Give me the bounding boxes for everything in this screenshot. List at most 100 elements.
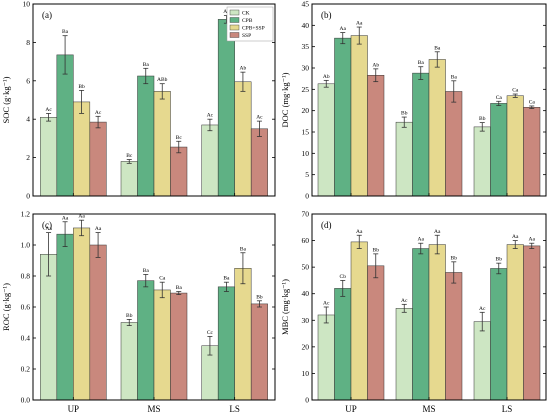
bar-cpb-ssp-up (73, 227, 91, 401)
y-tick-label: 10 (302, 149, 310, 158)
bar-cpb-ssp-up (350, 35, 368, 197)
chart-panel-2: Ab Bb Bb Aa Ba Ca Aa Ba Ca Ab Ba Ca 0 5 10 15 20 25 30 35 40… (280, 0, 547, 201)
bar-cpb-ssp-ls (234, 81, 252, 197)
y-tick-label: 30 (302, 316, 310, 325)
significance-label: Aa (62, 215, 69, 221)
y-tick-label: 0.0 (21, 396, 31, 405)
significance-label: Bc (126, 153, 133, 159)
y-axis-label: SOC (g·kg⁻¹) (1, 76, 11, 123)
bar-ssp-up (89, 121, 107, 197)
chart-panel-3: Aa Bb Cc Aa Ba Ba Aa Ca Ba Aa Ba Bb 0.0 0.2 0.4 0.6 0.8 1… (1, 210, 276, 414)
x-category-label: MS (422, 404, 435, 414)
y-tick-label: 10 (302, 369, 310, 378)
bar-cpb-ms (137, 75, 155, 197)
y-tick-label: 60 (302, 236, 310, 245)
significance-label: Ba (143, 62, 150, 68)
bar-cpb-ssp-ms (428, 59, 446, 197)
significance-label: Ca (159, 276, 166, 282)
significance-label: Ac (95, 110, 102, 116)
bar-cpb-ls (217, 286, 235, 401)
y-tick-label: 10 (23, 0, 31, 9)
y-tick-label: 0.8 (21, 272, 31, 281)
legend-label: SSP (242, 33, 251, 39)
panel-label: (a) (42, 10, 52, 20)
y-tick-label: 4 (26, 115, 30, 124)
bar-ssp-ls (250, 128, 268, 197)
bar-ssp-ms (170, 146, 188, 197)
bar-ck-up (317, 314, 335, 401)
x-category-label: MS (147, 404, 160, 414)
significance-label: ABb (157, 77, 168, 83)
bar-cpb-ssp-ms (153, 289, 171, 401)
bar-ssp-ms (445, 272, 463, 401)
bar-cpb-ms (137, 280, 155, 401)
legend-swatch (229, 9, 240, 16)
significance-label: Ba (223, 276, 230, 282)
significance-label: Aa (223, 9, 230, 15)
y-tick-label: 0.6 (21, 303, 31, 312)
bar-cpb-ls (490, 103, 508, 197)
x-category-label: UP (68, 404, 80, 414)
significance-label: Aa (356, 21, 363, 27)
chart-panel-1: Ac Bc Ac Ba Ba Aa Bb ABb Ab Ac Bc Ac 0 2 4 6 8 10 SOC (g·k… (1, 0, 276, 201)
x-category-label: LS (229, 404, 240, 414)
significance-label: Bb (126, 313, 133, 319)
panel-label: (d) (321, 220, 332, 230)
significance-label: Ba (451, 74, 458, 80)
significance-label: Ab (372, 62, 379, 68)
y-tick-label: 50 (302, 263, 310, 272)
significance-label: Ca (529, 99, 536, 105)
y-tick-label: 1.2 (21, 210, 31, 219)
significance-label: Ca (496, 95, 503, 101)
y-tick-label: 30 (302, 64, 310, 73)
y-tick-label: 20 (302, 342, 310, 351)
bar-cpb-ssp-ls (506, 95, 524, 197)
legend-swatch (229, 17, 240, 23)
bar-ck-ms (395, 121, 413, 197)
legend-swatch (229, 32, 240, 38)
y-tick-label: 0 (305, 192, 309, 201)
y-tick-label: 25 (302, 85, 310, 94)
y-tick-label: 0 (305, 396, 309, 405)
legend-label: CPB+SSP (242, 26, 265, 32)
bar-ck-up (40, 117, 58, 197)
significance-label: Bb (451, 255, 458, 261)
significance-label: Bb (256, 294, 263, 300)
significance-label: Ac (45, 107, 52, 113)
significance-label: Ac (479, 306, 486, 312)
y-tick-label: 40 (302, 21, 310, 30)
y-tick-label: 20 (302, 106, 310, 115)
significance-label: Ba (143, 268, 150, 274)
significance-label: Bb (373, 247, 380, 253)
bar-ssp-ms (445, 91, 463, 197)
significance-label: Ac (323, 301, 330, 307)
bar-ck-ms (120, 322, 138, 401)
bar-ssp-ls (523, 107, 541, 197)
x-category-label: UP (345, 404, 357, 414)
y-tick-label: 40 (302, 289, 310, 298)
significance-label: Aa (78, 214, 85, 220)
significance-label: Bb (496, 257, 503, 263)
legend-label: CK (242, 11, 250, 17)
bar-ssp-ls (250, 303, 268, 401)
bar-cpb-ssp-up (73, 101, 91, 197)
bar-cpb-up (334, 37, 352, 197)
bar-cpb-ms (412, 72, 430, 197)
significance-label: Ab (323, 74, 330, 80)
bar-cpb-ls (217, 19, 235, 197)
bar-ssp-ms (170, 292, 188, 401)
significance-label: Cb (340, 274, 347, 280)
significance-label: Bb (479, 116, 486, 122)
significance-label: Aa (340, 26, 347, 32)
bar-cpb-ms (412, 248, 430, 401)
y-tick-label: 70 (302, 210, 310, 219)
significance-label: Aa (45, 226, 52, 232)
y-tick-label: 15 (302, 128, 310, 137)
significance-label: Ac (207, 113, 214, 119)
significance-label: Aa (418, 237, 425, 243)
bar-ck-up (317, 83, 335, 197)
bar-cpb-up (334, 288, 352, 401)
significance-label: Ba (240, 246, 247, 252)
chart-panel-4: Ac Ac Ac Cb Aa Bb Aa Aa Aa Bb Bb Aa 0 10 20 30 40 50 60 70 U… (280, 210, 547, 414)
